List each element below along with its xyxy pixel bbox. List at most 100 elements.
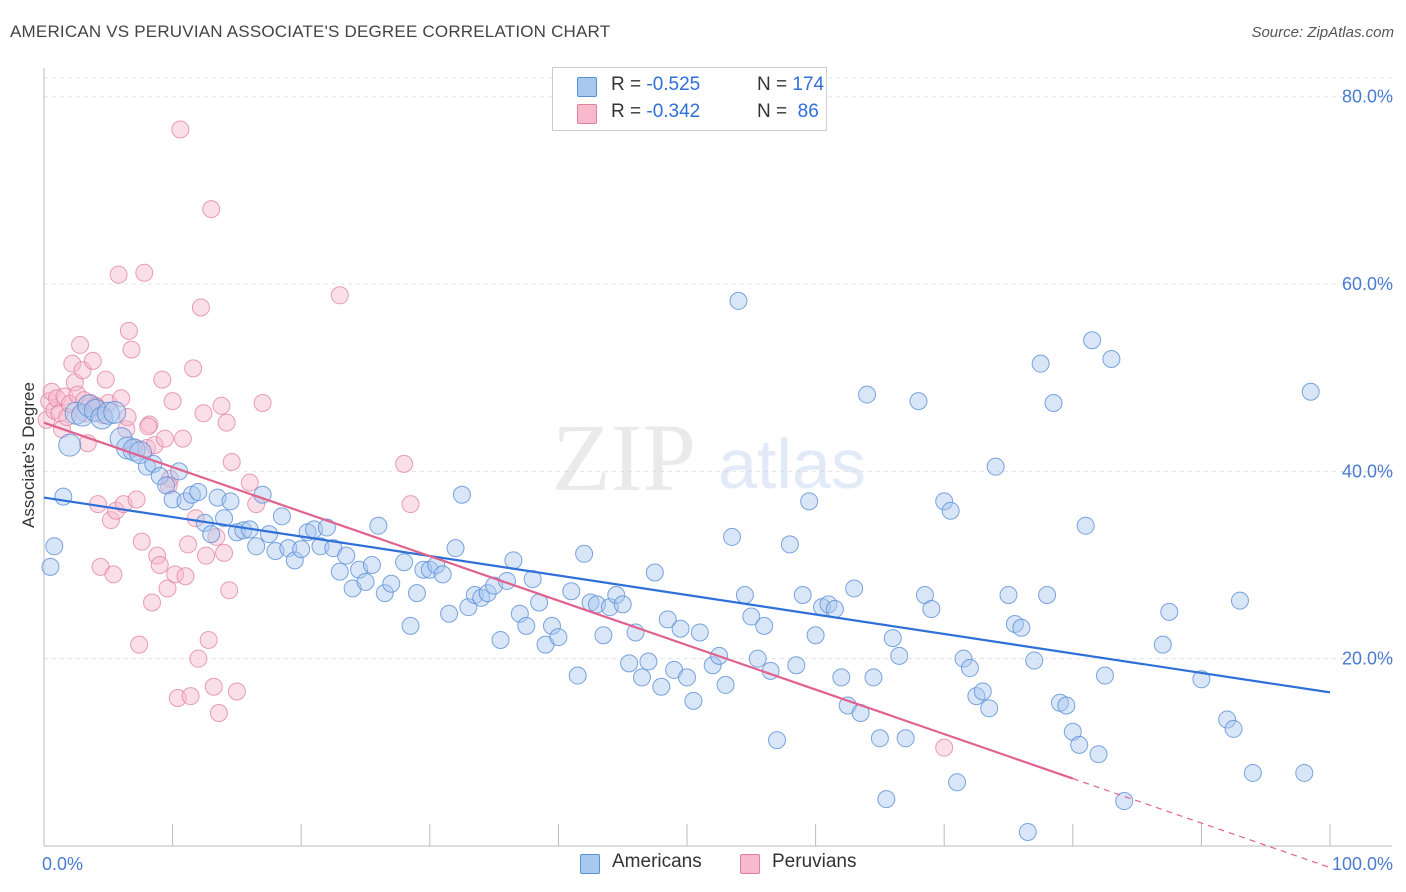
peruvians-point [143,593,162,612]
x-tick-label: 100.0% [1332,854,1393,874]
americans-point [1160,602,1179,621]
americans-point [150,467,169,486]
americans-point [504,551,523,570]
americans-point [658,610,677,629]
americans-point [935,492,954,511]
americans-point [716,675,735,694]
peruvians-point [130,635,149,654]
peruvians-point [202,200,221,219]
americans-point [1301,382,1320,401]
peruvians-point [135,263,154,282]
americans-point [960,659,979,678]
americans-point [1012,618,1031,637]
peruvians-point [163,392,182,411]
americans-point [645,563,664,582]
americans-point [632,668,651,687]
peruvians-point [209,704,228,723]
americans-point [832,668,851,687]
americans-point [189,482,208,501]
americans-point [1153,635,1172,654]
peruvians-point [199,630,218,649]
legend-r-label: R = [611,101,647,122]
americans-point [703,656,722,675]
peruvians-point [189,649,208,668]
grid-lines [44,77,1392,660]
americans-point [292,540,311,559]
y-tick-label: 40.0% [1342,461,1393,481]
legend-n-value-americans: 174 [792,74,825,95]
bottom-swatch-americans [580,854,600,874]
bottom-legend-label-peruvians: Peruvians [772,851,857,872]
americans-point [1243,763,1262,782]
americans-point [369,516,388,535]
americans-point [1089,745,1108,764]
x-tick-labels: 0.0% 100.0% [42,854,1393,874]
peruvians-point [191,298,210,317]
americans-point [562,582,581,601]
americans-point [491,630,510,649]
americans-point [96,401,120,425]
americans-point [1070,735,1089,754]
americans-point [433,565,452,584]
legend-n-label: N = [757,74,793,95]
peruvians-point [104,565,123,584]
americans-point [1102,349,1121,368]
americans-point [45,537,64,556]
americans-point [954,649,973,668]
peruvians-point [179,535,198,554]
americans-point [401,616,420,635]
americans-point [375,584,394,603]
peruvians-point [132,532,151,551]
peruvians-point [222,453,241,471]
legend-r-value-peruvians: -0.342 [646,101,701,122]
peruvians-trend-extension [1072,777,1331,869]
americans-point [896,729,915,748]
peruvians-point [220,581,239,600]
americans-point [967,687,986,706]
americans-point [446,539,465,558]
americans-point [1095,666,1114,685]
americans-point [330,562,349,581]
americans-point [780,535,799,554]
peruvians-point [227,682,246,701]
peruvians-point [109,265,128,284]
americans-point [684,691,703,710]
peruvians-point [119,321,138,340]
americans-point [793,585,812,604]
peruvians-point [96,370,115,389]
x-tick-label: 0.0% [42,854,83,874]
americans-point [671,619,690,638]
peruvians-point [150,556,169,575]
americans-point [594,626,613,645]
americans-point [54,487,73,506]
peruvians-point [197,546,216,565]
americans-point [1076,516,1095,535]
peruvians-point [139,417,158,436]
americans-point [176,492,195,511]
peruvians-point [207,527,226,546]
peruvians-point [935,738,954,757]
americans-point [472,588,491,607]
peruvians-point [158,579,177,598]
americans-point [909,392,928,411]
americans-point [845,579,864,598]
source-label: Source: ZipAtlas.com [1251,24,1394,41]
americans-point [690,623,709,642]
peruvians-point [217,413,236,432]
americans-point [742,607,761,626]
bottom-swatch-peruvians [740,854,760,874]
peruvians-point [181,687,200,706]
americans-point [639,652,658,671]
americans-point [1218,710,1237,729]
americans-point [202,525,221,544]
americans-point [729,291,748,310]
peruvians-point [127,490,146,509]
americans-point [356,572,375,591]
americans-point [941,501,960,520]
legend-swatch-americans [577,77,597,97]
peruvians-point [184,359,203,378]
americans-point [395,553,414,572]
peruvians-point [73,361,92,380]
americans-point [825,600,844,619]
